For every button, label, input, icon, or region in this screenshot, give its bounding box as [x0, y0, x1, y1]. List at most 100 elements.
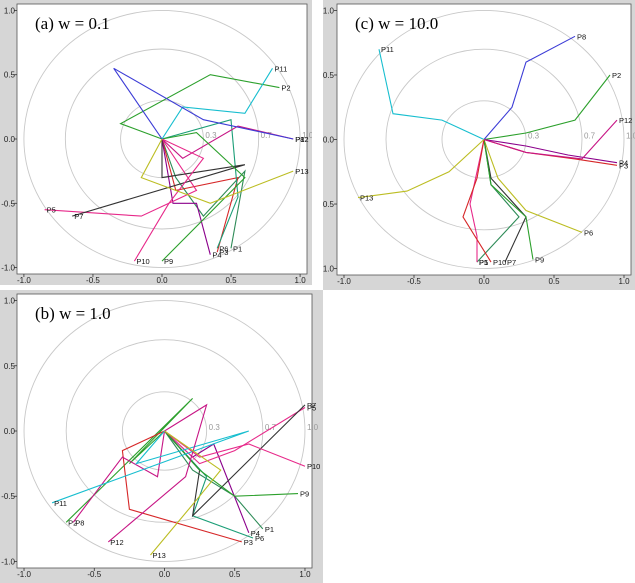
ring-label: 1.0 [626, 132, 635, 141]
point-label: P10 [493, 258, 506, 267]
ring-label: 1.0 [307, 423, 319, 432]
series-line-p8 [72, 430, 166, 523]
point-label: P10 [307, 462, 320, 471]
y-tick-label: 0.5 [4, 362, 16, 371]
ring-label: 0.7 [584, 132, 596, 141]
series-line-p2 [483, 74, 611, 141]
chart-panel-b: 0.3 0.7 1.0 P1 P2 P3 P4 P5 P6 P7 P8 P9 P10 P11 P12 P13 -… [0, 290, 323, 583]
point-label: P5 [47, 206, 56, 215]
y-tick-label: 1.0 [323, 6, 335, 15]
series-line-p4 [161, 138, 211, 255]
point-label: P11 [54, 499, 67, 508]
series-line-p12 [483, 119, 618, 160]
ring-label: 0.7 [265, 423, 277, 432]
point-label: P5 [479, 258, 488, 267]
point-label: P3 [244, 538, 253, 547]
series-line-p1 [164, 430, 264, 530]
x-tick-label: -0.5 [87, 570, 101, 579]
x-tick-label: 0.0 [159, 570, 171, 579]
x-tick-label: 0.5 [225, 276, 237, 285]
point-label: P11 [381, 45, 394, 54]
ring-circle [23, 300, 306, 562]
x-tick-label: -1.0 [337, 277, 351, 286]
series-line-p3 [161, 138, 239, 253]
ring-label: 0.7 [261, 131, 273, 140]
y-tick-label: 0.0 [4, 135, 16, 144]
point-label: P12 [110, 538, 123, 547]
point-label: P9 [535, 256, 544, 265]
y-tick-label: 1.0 [4, 6, 16, 15]
point-label: P12 [295, 135, 308, 144]
ring-circle [23, 9, 301, 269]
y-tick-label: -0.5 [1, 199, 15, 208]
point-label: P1 [265, 525, 274, 534]
y-tick-label: 0.0 [323, 136, 335, 145]
point-label: P9 [300, 490, 309, 499]
chart-panel-c: 0.3 0.7 1.0 P1 P2 P3 P4 P5 P6 P7 P8 P9 P10 P11 P12 P13 -… [323, 0, 635, 290]
point-label: P4 [251, 529, 260, 538]
series-line-p11 [378, 49, 485, 140]
point-label: P7 [307, 401, 316, 410]
point-label: P4 [619, 159, 628, 168]
point-label: P1 [479, 258, 488, 267]
y-tick-label: 0.5 [4, 71, 16, 80]
series-line-p4 [483, 138, 618, 164]
chart-title: (a) w = 0.1 [35, 14, 110, 33]
point-label: P13 [360, 194, 373, 203]
point-label: P13 [295, 167, 308, 176]
point-label: P10 [136, 257, 149, 266]
point-label: P3 [219, 248, 228, 257]
y-tick-label: 0.5 [323, 71, 335, 80]
point-label: P2 [281, 84, 290, 93]
series-line-p2 [119, 74, 280, 140]
chart-title: (c) w = 10.0 [355, 14, 438, 33]
series-line-p12 [113, 67, 294, 140]
series-line-p13 [357, 139, 485, 199]
x-tick-label: 0.0 [156, 276, 168, 285]
point-label: P8 [295, 135, 304, 144]
point-label: P6 [219, 244, 228, 253]
y-tick-label: -1.0 [1, 557, 15, 566]
y-tick-label: -1.0 [1, 264, 15, 273]
series-line-p8 [483, 35, 576, 140]
y-tick-label: -0.5 [1, 492, 15, 501]
point-label: P8 [75, 518, 84, 527]
x-tick-label: 1.0 [299, 570, 311, 579]
series-line-p9 [483, 139, 534, 260]
series-line-p5 [469, 139, 485, 263]
point-label: P8 [577, 32, 586, 41]
ring-circle [385, 48, 583, 231]
series-line-p6 [161, 118, 239, 249]
series-line-p11 [51, 430, 249, 504]
x-tick-label: -0.5 [407, 277, 421, 286]
point-label: P3 [619, 161, 628, 170]
point-label: P7 [74, 212, 83, 221]
point-label: P13 [152, 551, 165, 560]
series-line-p3 [121, 430, 242, 543]
series-line-p6 [483, 139, 583, 233]
series-line-p2 [65, 398, 193, 523]
chart-panel-a: 0.3 0.7 1.0 P1 P2 P3 P4 P5 P6 P7 P8 P9 P10 P11 P12 P13 -… [0, 0, 312, 285]
series-line-p13 [140, 138, 294, 204]
point-label: P12 [619, 116, 632, 125]
x-tick-label: -1.0 [17, 570, 31, 579]
series-line-p11 [161, 68, 273, 140]
point-label: P6 [255, 534, 264, 543]
point-label: P5 [307, 404, 316, 413]
series-line-p10 [462, 139, 492, 263]
x-tick-label: 0.5 [229, 570, 241, 579]
series-line-p7 [72, 139, 246, 217]
ring-label: 1.0 [302, 131, 312, 140]
series-line-p10 [133, 138, 205, 262]
ring-circle [121, 391, 208, 471]
point-label: P2 [612, 71, 621, 80]
x-tick-label: 0.5 [548, 277, 560, 286]
series-line-p9 [161, 132, 246, 262]
chart-title: (b) w = 1.0 [35, 304, 111, 323]
ring-label: 0.3 [209, 423, 221, 432]
y-tick-label: -0.5 [323, 200, 335, 209]
ring-circle [343, 10, 625, 269]
x-tick-label: 1.0 [295, 276, 307, 285]
